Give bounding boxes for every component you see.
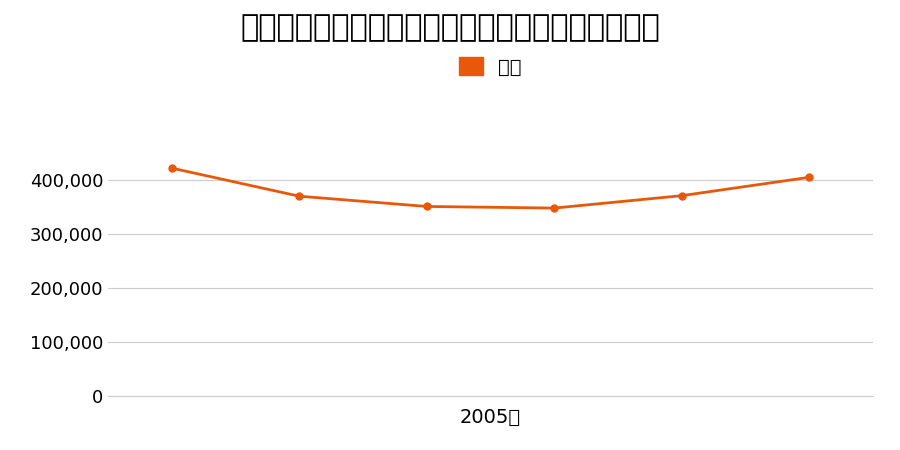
- 価格: [293, 194, 304, 199]
- 価格: [166, 166, 177, 171]
- 価格: [677, 193, 688, 198]
- Legend: 価格: 価格: [452, 50, 529, 84]
- Text: 大阪府東大阪市足代１丁目８４番１０外の地価推移: 大阪府東大阪市足代１丁目８４番１０外の地価推移: [240, 14, 660, 42]
- X-axis label: 2005年: 2005年: [460, 408, 521, 427]
- 価格: [804, 175, 814, 180]
- Line: 価格: 価格: [168, 165, 813, 211]
- 価格: [421, 204, 432, 209]
- 価格: [549, 205, 560, 211]
